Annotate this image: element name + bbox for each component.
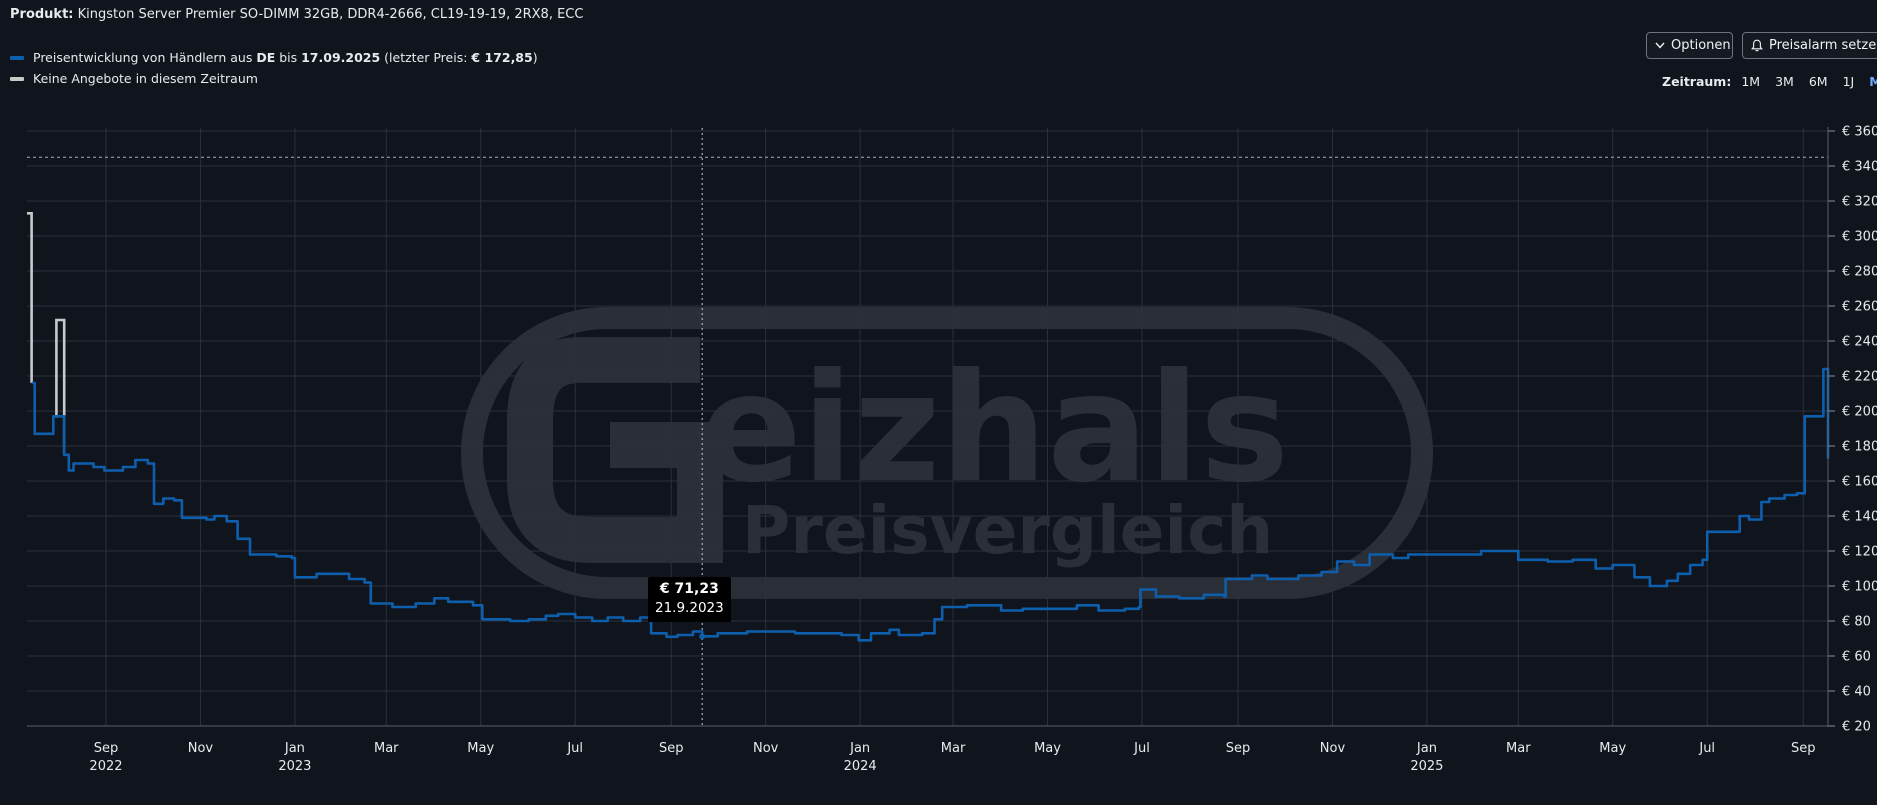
x-tick-label: Mar — [1506, 741, 1531, 756]
x-tick-label: Jan — [284, 741, 305, 756]
time-range-option-max[interactable]: Max — [1869, 74, 1877, 89]
y-tick-label: € 320 — [1842, 195, 1877, 210]
options-button-label: Optionen — [1671, 38, 1731, 53]
y-tick-label: € 360 — [1842, 125, 1877, 140]
x-tick-label: Jul — [1133, 741, 1150, 756]
y-tick-label: € 40 — [1842, 685, 1871, 700]
hover-point — [699, 633, 706, 640]
y-tick-label: € 140 — [1842, 510, 1877, 525]
hover-tooltip: € 71,23 21.9.2023 — [648, 577, 731, 622]
y-axis: € 360 € 340 € 320 € 300 € 280 € 260 € 240 € 220… — [1827, 125, 1877, 735]
y-tick-label: € 260 — [1842, 300, 1877, 315]
bell-icon — [1751, 39, 1763, 52]
legend-text: Preisentwicklung von Händlern aus DE bis… — [33, 50, 538, 65]
x-tick-label: Jul — [566, 741, 583, 756]
series-price-line — [31, 367, 1830, 642]
legend-text-pre: Preisentwicklung von Händlern aus — [33, 50, 257, 65]
watermark-logo-text: eizhals — [700, 342, 1289, 516]
y-tick-label: € 280 — [1842, 265, 1877, 280]
time-range-label: Zeitraum: — [1662, 74, 1732, 89]
chart-legend: Preisentwicklung von Händlern aus DE bis… — [10, 47, 538, 89]
x-tick-label: Nov — [753, 741, 779, 756]
x-year-label: 2023 — [278, 759, 311, 774]
price-alarm-button[interactable]: Preisalarm setzen — [1742, 32, 1877, 59]
y-tick-label: € 340 — [1842, 160, 1877, 175]
legend-country: DE — [256, 50, 276, 65]
time-range-option-3m[interactable]: 3M — [1775, 74, 1794, 89]
y-tick-label: € 240 — [1842, 335, 1877, 350]
series-no-offers-line — [53, 318, 66, 455]
x-tick-label: Nov — [1320, 741, 1346, 756]
legend-last-price: € 172,85 — [471, 50, 533, 65]
chart-grid — [27, 128, 1828, 727]
y-tick-label: € 200 — [1842, 405, 1877, 420]
chevron-down-icon — [1655, 42, 1665, 49]
chart-series — [27, 212, 1830, 642]
legend-date: 17.09.2025 — [301, 50, 381, 65]
legend-swatch-gray — [10, 76, 24, 81]
time-range-selector: Zeitraum: 1M 3M 6M 1J Max — [1662, 74, 1877, 89]
y-tick-label: € 160 — [1842, 475, 1877, 490]
x-tick-label: Jul — [1698, 741, 1715, 756]
x-tick-label: Jan — [849, 741, 870, 756]
y-tick-label: € 100 — [1842, 580, 1877, 595]
legend-item-price-series[interactable]: Preisentwicklung von Händlern aus DE bis… — [10, 47, 538, 68]
x-year-label: 2025 — [1410, 759, 1443, 774]
legend-no-offers-label: Keine Angebote in diesem Zeitraum — [33, 71, 258, 86]
y-tick-label: € 80 — [1842, 615, 1871, 630]
y-tick-label: € 220 — [1842, 370, 1877, 385]
watermark-logo-outline — [461, 307, 1433, 599]
product-label: Produkt: — [10, 7, 74, 22]
x-tick-label: Sep — [1226, 741, 1251, 756]
x-tick-label: May — [1599, 741, 1626, 756]
watermark-logo-g — [507, 337, 723, 563]
product-name: Kingston Server Premier SO-DIMM 32GB, DD… — [77, 7, 584, 22]
options-button[interactable]: Optionen — [1646, 32, 1733, 59]
time-range-option-6m[interactable]: 6M — [1808, 74, 1828, 89]
price-alarm-button-label: Preisalarm setzen — [1769, 38, 1877, 53]
x-tick-label: Sep — [1791, 741, 1816, 756]
legend-swatch-blue — [10, 55, 24, 60]
time-range-option-1j[interactable]: 1J — [1842, 74, 1855, 89]
legend-item-no-offers[interactable]: Keine Angebote in diesem Zeitraum — [10, 68, 538, 89]
y-tick-label: € 180 — [1842, 440, 1877, 455]
x-tick-label: Jan — [1416, 741, 1437, 756]
x-tick-label: Mar — [941, 741, 966, 756]
tooltip-price: € 71,23 — [659, 581, 719, 597]
product-info: Produkt: Kingston Server Premier SO-DIMM… — [10, 7, 583, 22]
series-no-offers-line — [27, 212, 33, 383]
x-tick-label: Nov — [188, 741, 214, 756]
x-axis: Sep 2022 Nov Jan 2023 Mar May Jul Sep Nov Jan 2024 M… — [27, 725, 1828, 774]
x-tick-label: Sep — [659, 741, 684, 756]
watermark-sub-text: Preisvergleich — [742, 492, 1273, 569]
x-tick-label: May — [467, 741, 494, 756]
legend-text-close: ) — [532, 50, 538, 65]
y-tick-label: € 20 — [1842, 720, 1871, 735]
x-tick-label: Sep — [94, 741, 119, 756]
x-tick-label: May — [1034, 741, 1061, 756]
x-tick-label: Mar — [374, 741, 399, 756]
y-tick-label: € 300 — [1842, 230, 1877, 245]
tooltip-date: 21.9.2023 — [655, 600, 724, 616]
x-year-label: 2022 — [89, 759, 122, 774]
legend-text-mid: bis — [275, 50, 302, 65]
x-year-label: 2024 — [844, 759, 877, 774]
y-tick-label: € 120 — [1842, 545, 1877, 560]
y-tick-label: € 60 — [1842, 650, 1871, 665]
time-range-option-1m[interactable]: 1M — [1741, 74, 1761, 89]
legend-text-post: (letzter Preis: — [380, 50, 472, 65]
